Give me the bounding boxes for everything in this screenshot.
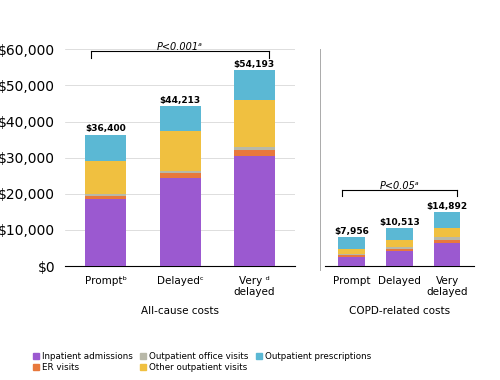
Bar <box>434 212 460 228</box>
Text: $14,892: $14,892 <box>427 202 468 211</box>
Bar <box>234 70 275 100</box>
Bar <box>160 171 200 173</box>
Bar <box>434 240 460 242</box>
Bar <box>234 156 275 266</box>
Bar <box>386 240 412 247</box>
X-axis label: All-cause costs: All-cause costs <box>141 306 219 316</box>
Bar <box>86 194 126 196</box>
Bar <box>386 228 412 240</box>
Bar <box>86 135 126 161</box>
Text: $54,193: $54,193 <box>234 60 275 69</box>
Text: P<0.001ᵃ: P<0.001ᵃ <box>157 42 203 52</box>
Text: $36,400: $36,400 <box>86 124 126 133</box>
Bar <box>386 251 412 266</box>
Text: P<0.05ᵃ: P<0.05ᵃ <box>380 181 420 191</box>
Text: $7,956: $7,956 <box>334 227 369 236</box>
Bar <box>338 257 364 266</box>
Legend: Inpatient admissions, ER visits, Outpatient office visits, Other outpatient visi: Inpatient admissions, ER visits, Outpati… <box>30 348 374 375</box>
Bar <box>386 247 412 249</box>
Bar <box>86 199 126 266</box>
Bar <box>160 131 200 171</box>
Bar <box>234 100 275 147</box>
Bar <box>234 147 275 150</box>
Bar <box>338 255 364 257</box>
Bar <box>386 249 412 251</box>
Bar <box>86 161 126 194</box>
Bar <box>160 173 200 177</box>
Bar <box>234 150 275 156</box>
Bar <box>434 228 460 238</box>
Bar <box>338 254 364 255</box>
Text: $44,213: $44,213 <box>160 96 200 105</box>
Bar <box>338 237 364 249</box>
Bar <box>160 177 200 266</box>
Bar <box>86 196 126 199</box>
Bar <box>338 249 364 254</box>
Bar <box>160 106 200 131</box>
Text: $10,513: $10,513 <box>379 218 420 226</box>
Bar <box>434 238 460 240</box>
X-axis label: COPD-related costs: COPD-related costs <box>349 306 450 316</box>
Bar <box>434 242 460 266</box>
